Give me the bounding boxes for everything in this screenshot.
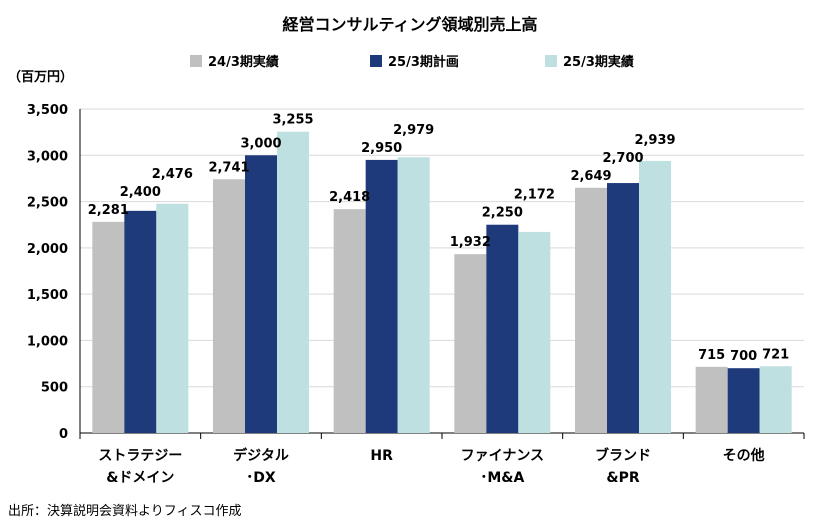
data-label-2-2: 3,000 <box>240 136 281 151</box>
data-label-3-2: 3,255 <box>272 113 313 128</box>
x-tick-label: その他 <box>723 447 765 464</box>
x-tick-label: ファイナンス <box>461 448 544 464</box>
legend-label-2: 25/3期計画 <box>388 54 459 70</box>
bar-1-2 <box>213 179 245 433</box>
legend-swatch-2 <box>370 55 382 67</box>
bar-2-6 <box>727 368 760 433</box>
y-axis-label: （百万円） <box>8 69 73 85</box>
bar-2-5 <box>607 183 639 433</box>
data-label-1-6: 715 <box>698 348 725 363</box>
data-label-2-5: 2,700 <box>602 151 643 166</box>
bar-3-6 <box>759 366 792 433</box>
chart-title: 経営コンサルティング領域別売上高 <box>282 15 537 34</box>
bar-1-1 <box>92 221 125 433</box>
x-tick-label: ブランド <box>595 447 651 464</box>
bar-1-4 <box>454 254 487 433</box>
data-label-1-4: 1,932 <box>450 235 491 250</box>
data-label-3-6: 721 <box>762 347 789 362</box>
x-tick-label: ･DX <box>246 470 276 486</box>
legend-swatch-1 <box>190 55 202 67</box>
bar-2-1 <box>124 210 157 433</box>
y-tick-label: 1,000 <box>27 334 68 349</box>
y-tick-label: 0 <box>59 427 68 442</box>
bar-2-3 <box>365 159 398 433</box>
data-label-2-6: 700 <box>730 349 757 364</box>
data-label-1-2: 2,741 <box>208 160 249 175</box>
legend-swatch-3 <box>545 55 557 67</box>
legend-label-3: 25/3期実績 <box>563 54 634 70</box>
data-label-3-5: 2,939 <box>634 133 675 148</box>
y-tick-label: 2,000 <box>27 242 68 257</box>
bar-3-3 <box>397 157 430 433</box>
bar-3-5 <box>639 160 671 434</box>
data-label-1-5: 2,649 <box>570 169 611 184</box>
bar-1-5 <box>575 187 607 433</box>
data-label-2-1: 2,400 <box>120 185 161 200</box>
legend-label-1: 24/3期実績 <box>208 54 279 70</box>
x-tick-label: &PR <box>606 470 639 486</box>
x-tick-label: &ドメイン <box>106 470 174 486</box>
y-tick-label: 2,500 <box>27 196 68 211</box>
data-label-3-3: 2,979 <box>393 123 434 138</box>
data-label-1-3: 2,418 <box>329 190 370 205</box>
data-label-3-1: 2,476 <box>152 167 193 182</box>
x-tick-label: HR <box>370 448 393 464</box>
bar-3-4 <box>518 231 551 433</box>
x-tick-label: ･M&A <box>480 470 524 486</box>
data-label-2-3: 2,950 <box>361 141 402 156</box>
data-label-1-1: 2,281 <box>88 203 129 218</box>
x-tick-label: ストラテジー <box>98 448 182 464</box>
bar-1-3 <box>333 209 366 433</box>
data-label-2-4: 2,250 <box>482 206 523 221</box>
bar-3-1 <box>156 203 189 433</box>
bar-2-2 <box>245 155 277 434</box>
y-tick-label: 1,500 <box>27 288 68 303</box>
bar-3-2 <box>277 131 309 433</box>
bar-1-6 <box>695 366 728 433</box>
x-tick-label: デジタル <box>233 447 289 464</box>
y-tick-label: 3,000 <box>27 149 68 164</box>
source-note: 出所：決算説明会資料よりフィスコ作成 <box>8 503 241 519</box>
data-label-3-4: 2,172 <box>514 188 555 203</box>
y-tick-label: 500 <box>41 381 68 396</box>
y-tick-label: 3,500 <box>27 103 68 118</box>
bar-2-4 <box>486 224 519 433</box>
